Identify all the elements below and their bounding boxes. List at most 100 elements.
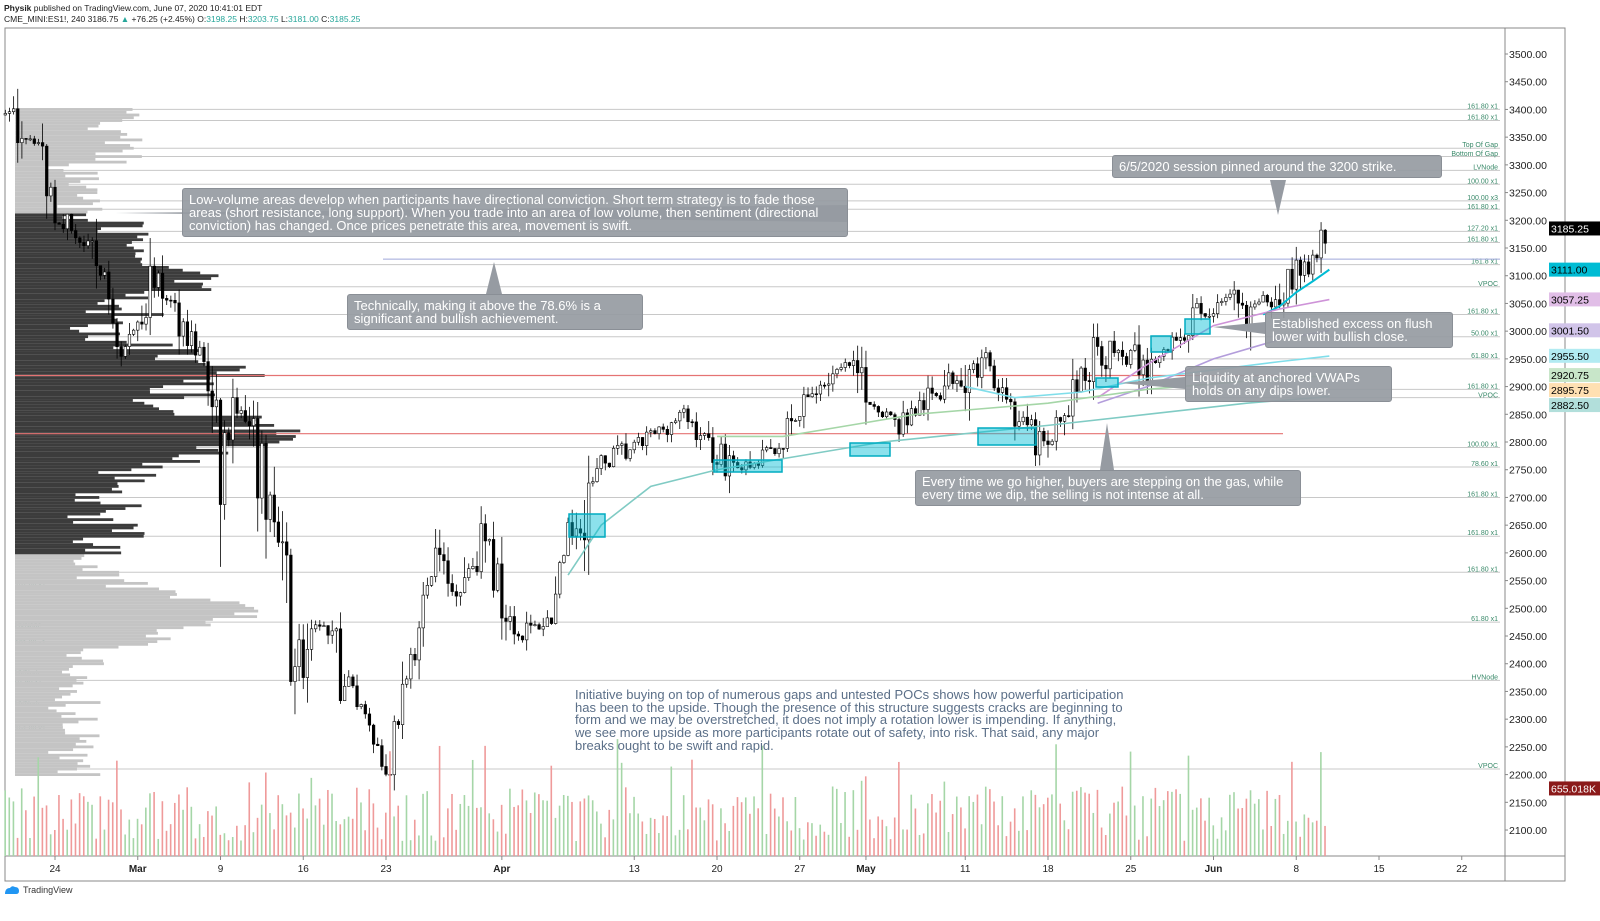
candle [1307,261,1311,275]
volume-bar [1245,798,1248,856]
candle [765,447,769,451]
publish-info: Physik published on TradingView.com, Jun… [4,3,262,13]
candle [1087,380,1091,382]
volume-profile-bar [15,532,145,535]
candle [665,429,669,435]
volume-bar [1282,833,1285,856]
volume-bar [612,819,615,856]
volume-profile-bar [15,587,160,591]
volume-bar [82,796,85,856]
candle [61,223,65,230]
volume-profile-bar [15,593,177,596]
candle [434,547,438,577]
level-label: HVNode [1472,674,1499,681]
candle [566,522,570,556]
volume-bar [331,793,333,856]
volume-profile-bar [15,498,75,502]
volume-bar [157,838,160,856]
volume-bar [955,796,958,856]
candle [1125,356,1129,365]
price-badge-label: 3111.00 [1551,265,1588,277]
volume-profile-bar [15,662,104,666]
volume-profile-bar [15,659,104,663]
annotation-buyers[interactable]: Every time we go higher, buyers are step… [915,470,1301,506]
candle [611,448,616,467]
volume-bar [182,809,184,856]
volume-bar [149,793,151,856]
volume-bar [798,828,801,856]
candle [392,721,396,776]
annotation-3200-strike[interactable]: 6/5/2020 session pinned around the 3200 … [1112,155,1442,178]
candle [822,384,827,387]
volume-bar [401,840,404,856]
volume-profile-bar [15,127,88,131]
volume-bar [413,819,416,856]
volume-bar [629,813,631,856]
volume-bar [504,833,507,856]
volume-bar [616,739,619,856]
volume-bar [66,829,69,856]
price-tick-label: 3000.00 [1509,326,1547,338]
volume-profile-bar [15,573,120,577]
volume-bar [380,839,383,856]
volume-profile-bar [15,515,68,519]
volume-bar [624,787,627,856]
volume-profile-bar [15,626,184,630]
open-label: O: [197,14,207,24]
volume-bar [513,806,515,856]
volume-profile-bar [15,135,121,139]
volume-bar [583,798,586,856]
volume-bar [1038,807,1041,856]
symbol-name: CME_MINI:ES1!, 240 [4,14,86,24]
candle [231,397,235,441]
volume-bar [91,804,93,856]
volume-bar [12,801,15,856]
volume-bar [893,817,896,856]
level-label: 100.00 x1 [1467,442,1498,449]
volume-profile-bar [15,332,120,336]
candle [1261,295,1265,303]
price-tick-label: 2200.00 [1509,770,1547,782]
volume-bar [351,818,354,856]
volume-profile-bar [15,623,211,627]
volume-bar [914,808,917,856]
candle [926,387,930,410]
author-name[interactable]: Physik [4,3,32,13]
volume-bar [769,793,772,856]
annotation-excess[interactable]: Established excess on flush lower with b… [1265,312,1453,348]
candle [1029,419,1034,426]
volume-profile-bar [15,551,122,555]
volume-bar [128,819,131,856]
candle [1182,337,1187,341]
candle [727,455,732,477]
annotation-initiative-buying[interactable]: Initiative buying on top of numerous gap… [575,687,1124,753]
candle [177,302,181,337]
volume-profile-bar [15,119,123,122]
volume-bar [389,751,391,856]
volume-bar [190,806,193,856]
volume-profile-bar [15,579,125,582]
candle [1129,350,1133,365]
callout-pointer [1213,322,1265,334]
volume-bar [265,772,267,856]
annotation-low-volume[interactable]: Low-volume areas develop when participan… [182,188,848,237]
volume-profile-bar [15,742,76,746]
annotation-vwap-liquidity[interactable]: Liquidity at anchored VWAPs holds on any… [1185,366,1392,402]
volume-profile-bar [15,371,217,375]
candle [736,462,740,469]
volume-bar [678,829,681,856]
volume-bar [964,828,966,856]
annotation-786[interactable]: Technically, making it above the 78.6% i… [347,294,643,330]
candle [595,468,599,482]
candle [607,462,612,467]
candle [781,448,785,450]
volume-profile-bar [15,110,127,114]
candle [165,298,169,301]
volume-profile-bar [15,266,169,269]
time-tick-label: May [856,864,876,875]
volume-bar [1166,791,1169,856]
volume-bar [856,829,859,856]
tradingview-footer[interactable]: TradingView [4,885,73,895]
volume-bar [976,794,979,856]
